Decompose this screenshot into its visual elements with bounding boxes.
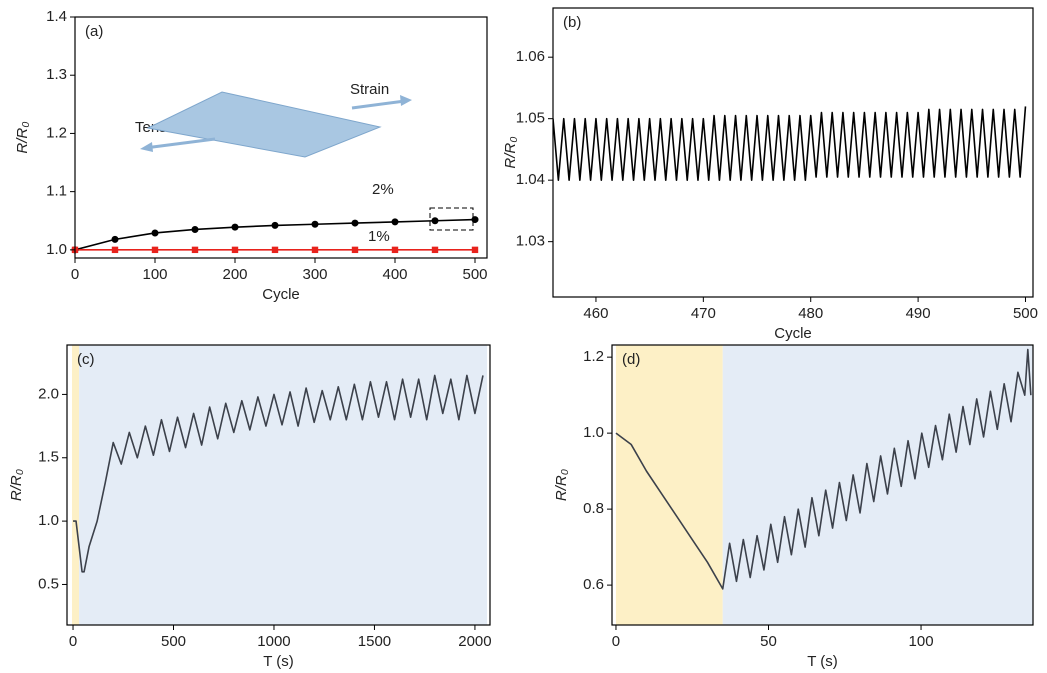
- axes-frame: [552, 7, 1034, 298]
- marker: [351, 219, 359, 227]
- region: [615, 345, 723, 625]
- marker: [231, 246, 239, 254]
- x-tick-label: 0: [69, 633, 77, 650]
- marker: [431, 217, 439, 225]
- axes-frame: [611, 344, 1034, 626]
- x-axis-label: Cycle: [774, 325, 812, 342]
- x-tick-label: 1000: [257, 633, 290, 650]
- panel-label: (b): [563, 14, 581, 31]
- x-tick-label: 500: [161, 633, 186, 650]
- x-tick-label: 0: [71, 266, 79, 283]
- y-tick-label: 1.1: [46, 183, 67, 200]
- y-axis-label: R/R₀: [553, 469, 570, 501]
- marker: [311, 246, 319, 254]
- x-tick-label: 460: [583, 305, 608, 322]
- region: [79, 345, 487, 625]
- x-tick-label: 480: [798, 305, 823, 322]
- x-tick-label: 500: [462, 266, 487, 283]
- y-tick-label: 1.06: [516, 48, 545, 65]
- y-tick-label: 1.3: [46, 66, 67, 83]
- region: [72, 345, 80, 625]
- x-tick-label: 500: [1013, 305, 1038, 322]
- y-tick-label: 0.8: [583, 500, 604, 517]
- data-line: [615, 348, 1032, 590]
- x-tick-label: 470: [691, 305, 716, 322]
- y-axis-label: R/R₀: [8, 469, 25, 501]
- series-label: 2%: [372, 181, 394, 198]
- y-tick-label: 1.0: [46, 241, 67, 258]
- marker: [351, 246, 359, 254]
- data-line: [553, 106, 1027, 181]
- y-tick-label: 0.6: [583, 576, 604, 593]
- y-tick-label: 1.2: [583, 348, 604, 365]
- x-tick-label: 100: [142, 266, 167, 283]
- annotation: Strain: [350, 81, 389, 98]
- x-tick-label: 2000: [458, 633, 491, 650]
- y-tick-label: 1.0: [583, 424, 604, 441]
- y-tick-label: 1.04: [516, 171, 545, 188]
- marker: [151, 246, 159, 254]
- x-tick-label: 200: [222, 266, 247, 283]
- y-tick-label: 0.5: [38, 575, 59, 592]
- series-label: 1%: [368, 228, 390, 245]
- y-tick-label: 1.05: [516, 110, 545, 127]
- marker: [391, 218, 399, 226]
- y-tick-label: 2.0: [38, 385, 59, 402]
- x-tick-label: 300: [302, 266, 327, 283]
- plot-area: [553, 106, 1027, 181]
- y-tick-label: 1.03: [516, 233, 545, 250]
- marker: [231, 223, 239, 231]
- x-tick-label: 1500: [358, 633, 391, 650]
- y-tick-label: 1.5: [38, 449, 59, 466]
- x-tick-label: 50: [760, 633, 777, 650]
- region: [722, 345, 1033, 625]
- axes-frame: [66, 344, 491, 626]
- x-tick-label: 490: [906, 305, 931, 322]
- panel-label: (d): [622, 351, 640, 368]
- y-tick-label: 1.4: [46, 8, 67, 25]
- marker: [311, 220, 319, 228]
- marker: [191, 225, 199, 233]
- axes-frame: [74, 16, 488, 259]
- marker: [271, 246, 279, 254]
- y-tick-label: 1.0: [38, 512, 59, 529]
- marker: [111, 246, 119, 254]
- marker: [111, 235, 119, 243]
- data-line: [73, 374, 484, 573]
- marker: [151, 229, 159, 237]
- marker: [191, 246, 199, 254]
- panel-label: (a): [85, 23, 103, 40]
- marker: [391, 246, 399, 254]
- plot-area: [72, 345, 487, 625]
- x-tick-label: 0: [612, 633, 620, 650]
- inset-sheet: [140, 91, 412, 158]
- x-axis-label: T (s): [807, 653, 838, 670]
- x-axis-label: T (s): [263, 653, 294, 670]
- marker: [471, 246, 479, 254]
- panel-label: (c): [77, 351, 95, 368]
- y-axis-label: R/R₀: [502, 136, 519, 168]
- marker: [431, 246, 439, 254]
- y-tick-label: 1.2: [46, 124, 67, 141]
- x-tick-label: 100: [909, 633, 934, 650]
- y-axis-label: R/R₀: [14, 121, 31, 153]
- x-axis-label: Cycle: [262, 286, 300, 303]
- marker: [271, 221, 279, 229]
- x-tick-label: 400: [382, 266, 407, 283]
- plot-area: [615, 345, 1033, 625]
